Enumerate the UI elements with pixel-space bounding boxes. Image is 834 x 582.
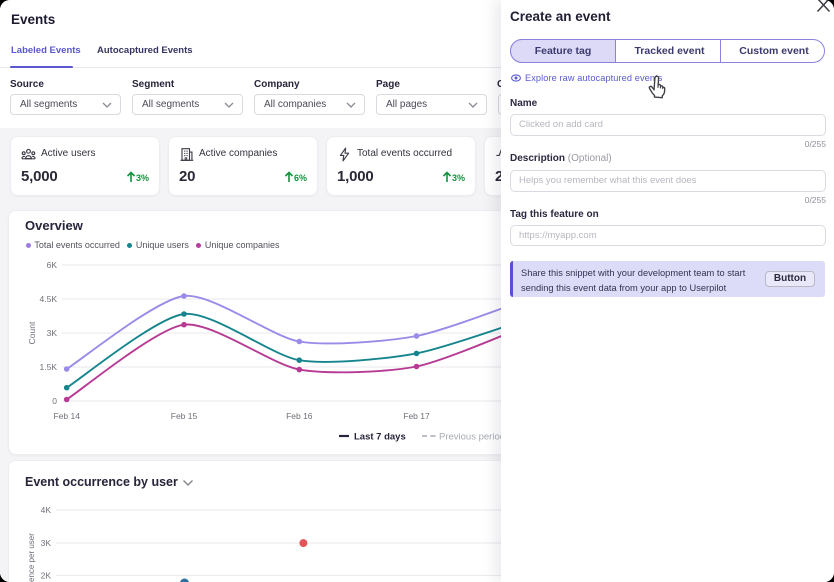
svg-text:Event occurrence per user: Event occurrence per user: [27, 533, 36, 582]
svg-text:Feb 16: Feb 16: [286, 411, 313, 421]
svg-text:3K: 3K: [41, 538, 52, 548]
svg-text:4K: 4K: [41, 505, 52, 515]
svg-text:Feb 15: Feb 15: [171, 411, 198, 421]
svg-text:6K: 6K: [47, 260, 58, 270]
svg-text:Feb 17: Feb 17: [403, 411, 430, 421]
svg-text:Feb 14: Feb 14: [53, 411, 80, 421]
svg-text:1.5K: 1.5K: [40, 362, 58, 372]
svg-text:Count: Count: [27, 321, 37, 344]
svg-text:Previous period: Previous period: [439, 432, 505, 443]
svg-text:4.5K: 4.5K: [40, 294, 58, 304]
svg-text:3K: 3K: [47, 328, 58, 338]
svg-text:0: 0: [52, 396, 57, 406]
svg-text:2K: 2K: [41, 570, 52, 580]
svg-text:Last 7 days: Last 7 days: [354, 432, 406, 443]
